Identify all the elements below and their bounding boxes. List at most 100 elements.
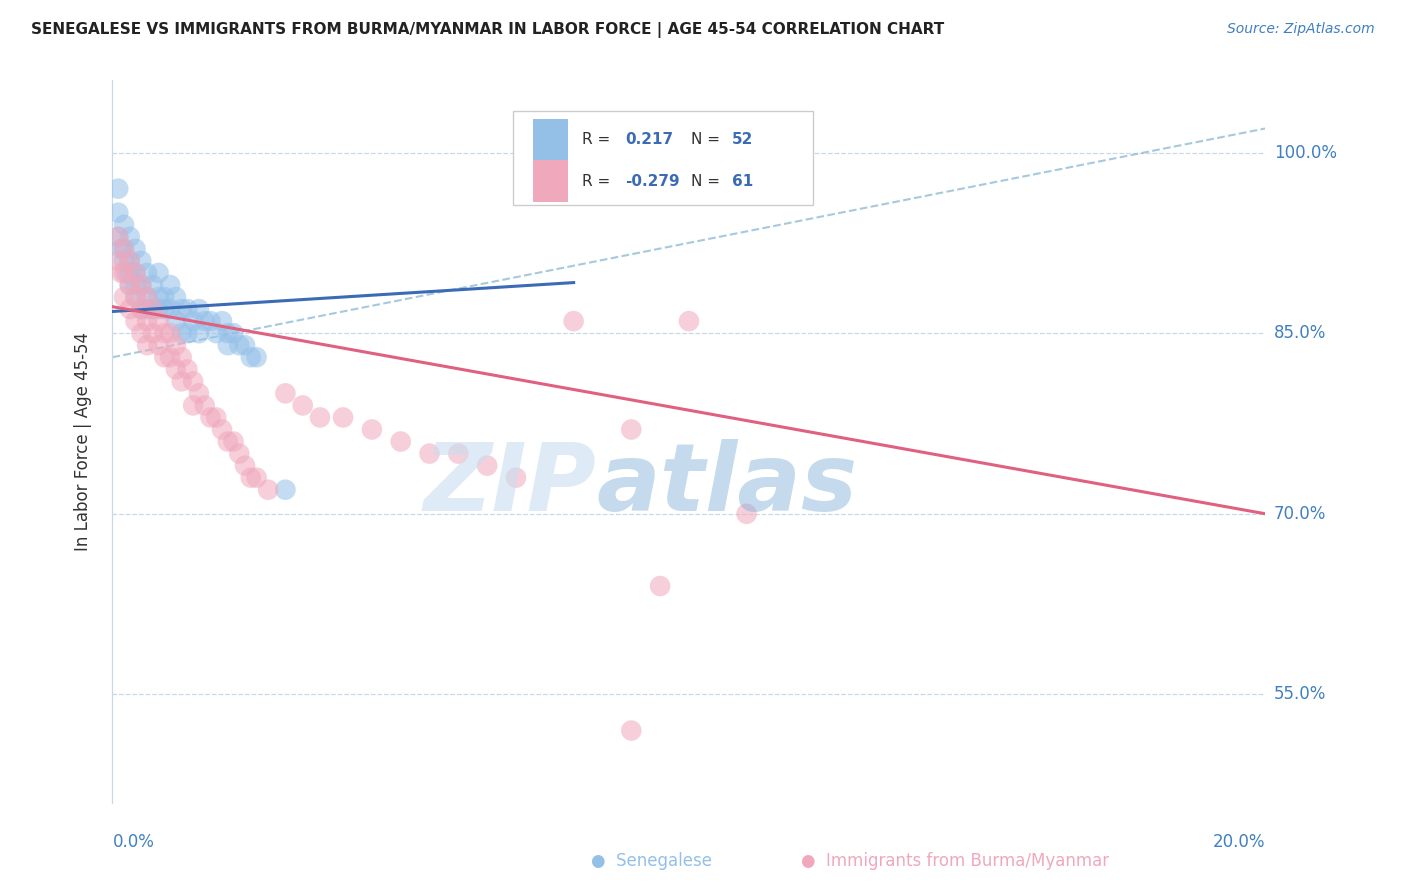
Point [118,229,141,244]
Point [211,314,233,328]
Text: 20.0%: 20.0% [1213,833,1265,851]
Text: -0.279: -0.279 [626,174,681,189]
Point [124,314,146,328]
Point [142,301,165,317]
Point [181,374,204,388]
Text: ZIP: ZIP [423,439,596,531]
Point [107,181,129,195]
Point [159,277,181,292]
Point [246,471,269,485]
Point [165,290,187,304]
Point [239,471,262,485]
Point [107,229,129,244]
Text: 0.0%: 0.0% [112,833,155,851]
Point [309,410,332,425]
Point [148,301,170,317]
Point [124,290,146,304]
Point [257,483,280,497]
Point [112,242,135,256]
Point [181,314,204,328]
Point [153,290,176,304]
Point [112,266,135,280]
Point [291,398,314,412]
Point [112,242,135,256]
Point [107,205,129,219]
Point [153,301,176,317]
Point [217,434,239,449]
Point [678,314,700,328]
Point [136,301,159,317]
Point [148,314,170,328]
FancyBboxPatch shape [533,161,568,202]
Point [118,253,141,268]
Point [176,326,198,341]
Point [153,326,176,341]
Point [148,290,170,304]
Point [222,434,245,449]
Point [217,338,239,352]
FancyBboxPatch shape [533,119,568,161]
Point [188,326,211,341]
Point [112,253,135,268]
Point [233,458,256,473]
Point [475,458,499,473]
Point [228,338,250,352]
Point [200,314,222,328]
Point [194,398,217,412]
Point [274,483,297,497]
Point [118,301,141,317]
Point [136,266,159,280]
Text: ●  Senegalese: ● Senegalese [591,852,711,870]
Point [620,723,643,738]
Y-axis label: In Labor Force | Age 45-54: In Labor Force | Age 45-54 [73,332,91,551]
Point [211,423,233,437]
Point [188,301,211,317]
Text: SENEGALESE VS IMMIGRANTS FROM BURMA/MYANMAR IN LABOR FORCE | AGE 45-54 CORRELATI: SENEGALESE VS IMMIGRANTS FROM BURMA/MYAN… [31,22,945,38]
Point [360,423,382,437]
Point [129,301,153,317]
Point [124,266,146,280]
Point [165,338,187,352]
Text: 55.0%: 55.0% [1274,685,1326,704]
Point [142,277,165,292]
Point [124,266,146,280]
Point [115,266,138,280]
Point [205,326,228,341]
Text: 0.217: 0.217 [626,132,673,147]
Point [274,386,297,401]
Point [176,362,198,376]
Point [136,338,159,352]
Point [107,229,129,244]
Point [118,266,141,280]
Text: atlas: atlas [596,439,858,531]
Point [170,374,193,388]
Point [129,301,153,317]
Point [165,314,187,328]
Text: N =: N = [692,132,725,147]
Point [124,242,146,256]
Point [118,277,141,292]
Point [148,338,170,352]
Point [118,277,141,292]
Point [124,290,146,304]
Point [505,471,527,485]
Text: N =: N = [692,174,725,189]
Point [650,579,672,593]
FancyBboxPatch shape [513,111,814,205]
Point [110,242,132,256]
Point [124,277,146,292]
Point [112,218,135,232]
Point [170,326,193,341]
Point [176,301,198,317]
Point [246,351,269,365]
Point [142,326,165,341]
Point [159,301,181,317]
Point [332,410,354,425]
Point [447,446,470,460]
Point [129,277,153,292]
Point [110,266,132,280]
Point [129,253,153,268]
Point [170,351,193,365]
Text: 70.0%: 70.0% [1274,505,1326,523]
Point [148,266,170,280]
